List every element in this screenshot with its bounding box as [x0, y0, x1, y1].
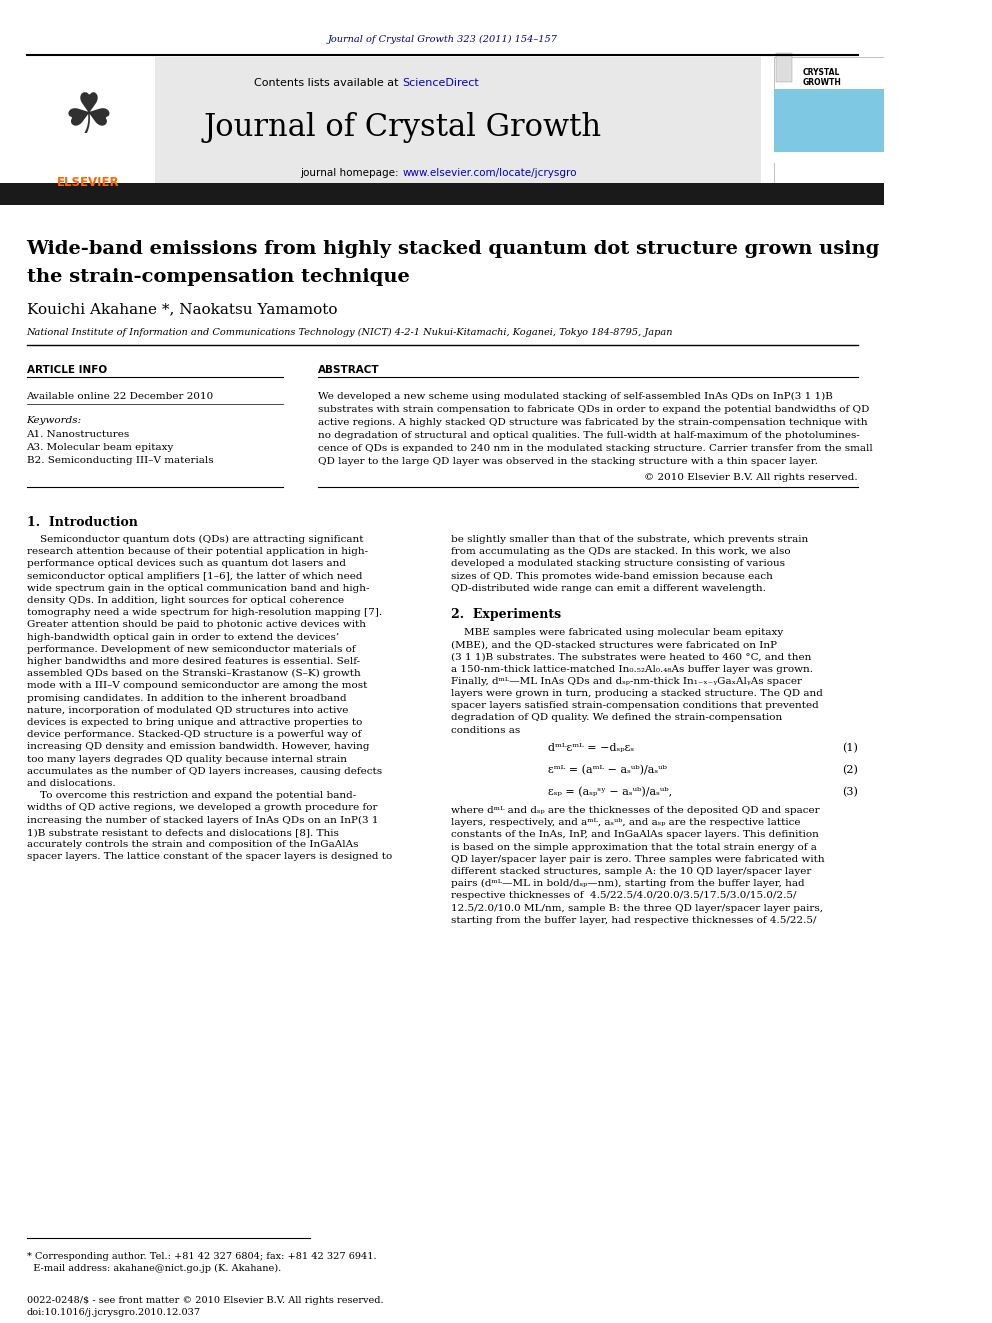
Text: pairs (dᵐᴸ—ML in bold/dₛₚ—nm), starting from the buffer layer, had: pairs (dᵐᴸ—ML in bold/dₛₚ—nm), starting … [451, 880, 805, 888]
Text: 2.  Experiments: 2. Experiments [451, 609, 561, 620]
Text: 12.5/2.0/10.0 ML/nm, sample B: the three QD layer/spacer layer pairs,: 12.5/2.0/10.0 ML/nm, sample B: the three… [451, 904, 823, 913]
Text: semiconductor optical amplifiers [1–6], the latter of which need: semiconductor optical amplifiers [1–6], … [27, 572, 362, 581]
Text: 1)B substrate resistant to defects and dislocations [8]. This: 1)B substrate resistant to defects and d… [27, 828, 338, 837]
Text: nature, incorporation of modulated QD structures into active: nature, incorporation of modulated QD st… [27, 705, 348, 714]
Text: sizes of QD. This promotes wide-band emission because each: sizes of QD. This promotes wide-band emi… [451, 572, 773, 581]
Text: is based on the simple approximation that the total strain energy of a: is based on the simple approximation tha… [451, 843, 816, 852]
Text: tomography need a wide spectrum for high-resolution mapping [7].: tomography need a wide spectrum for high… [27, 609, 382, 618]
Text: active regions. A highly stacked QD structure was fabricated by the strain-compe: active regions. A highly stacked QD stru… [318, 418, 868, 427]
Text: www.elsevier.com/locate/jcrysgro: www.elsevier.com/locate/jcrysgro [403, 168, 577, 179]
Text: high-bandwidth optical gain in order to extend the devices’: high-bandwidth optical gain in order to … [27, 632, 339, 642]
Text: (3): (3) [842, 787, 858, 798]
Text: dᵐᴸεᵐᴸ = −dₛₚεₛ: dᵐᴸεᵐᴸ = −dₛₚεₛ [549, 744, 635, 753]
Text: device performance. Stacked-QD structure is a powerful way of: device performance. Stacked-QD structure… [27, 730, 361, 740]
Text: performance optical devices such as quantum dot lasers and: performance optical devices such as quan… [27, 560, 345, 569]
Text: respective thicknesses of  4.5/22.5/4.0/20.0/3.5/17.5/3.0/15.0/2.5/: respective thicknesses of 4.5/22.5/4.0/2… [451, 892, 797, 901]
Text: no degradation of structural and optical qualities. The full-width at half-maxim: no degradation of structural and optical… [318, 431, 860, 441]
Text: too many layers degrades QD quality because internal strain: too many layers degrades QD quality beca… [27, 754, 346, 763]
Text: ELSEVIER: ELSEVIER [58, 176, 120, 188]
Text: Finally, dᵐᴸ—ML InAs QDs and dₛₚ-nm-thick In₁₋ₓ₋ᵧGaₓAlᵧAs spacer: Finally, dᵐᴸ—ML InAs QDs and dₛₚ-nm-thic… [451, 677, 802, 685]
Text: E-mail address: akahane@nict.go.jp (K. Akahane).: E-mail address: akahane@nict.go.jp (K. A… [27, 1263, 281, 1273]
Text: QD layer/spacer layer pair is zero. Three samples were fabricated with: QD layer/spacer layer pair is zero. Thre… [451, 855, 824, 864]
Text: starting from the buffer layer, had respective thicknesses of 4.5/22.5/: starting from the buffer layer, had resp… [451, 916, 816, 925]
Bar [27, 57, 155, 198]
Text: density QDs. In addition, light sources for optical coherence: density QDs. In addition, light sources … [27, 595, 343, 605]
Text: conditions as: conditions as [451, 725, 520, 734]
Bar [776, 53, 792, 82]
Text: Journal of Crystal Growth: Journal of Crystal Growth [203, 112, 601, 143]
Text: ARTICLE INFO: ARTICLE INFO [27, 365, 107, 374]
Text: (2): (2) [842, 765, 858, 775]
Text: substrates with strain compensation to fabricate QDs in order to expand the pote: substrates with strain compensation to f… [318, 405, 870, 414]
Text: mode with a III–V compound semiconductor are among the most: mode with a III–V compound semiconductor… [27, 681, 367, 691]
Text: layers, respectively, and aᵐᴸ, aₛᵘᵇ, and aₛₚ are the respective lattice: layers, respectively, and aᵐᴸ, aₛᵘᵇ, and… [451, 818, 801, 827]
Text: doi:10.1016/j.jcrysgro.2010.12.037: doi:10.1016/j.jcrysgro.2010.12.037 [27, 1308, 200, 1316]
Text: 1.  Introduction: 1. Introduction [27, 516, 138, 529]
Text: promising candidates. In addition to the inherent broadband: promising candidates. In addition to the… [27, 693, 346, 703]
Text: ABSTRACT: ABSTRACT [318, 365, 380, 374]
Text: Keywords:: Keywords: [27, 415, 81, 425]
Text: A3. Molecular beam epitaxy: A3. Molecular beam epitaxy [27, 443, 174, 452]
Text: increasing the number of stacked layers of InAs QDs on an InP(3 1: increasing the number of stacked layers … [27, 815, 378, 824]
Text: 0022-0248/$ - see front matter © 2010 Elsevier B.V. All rights reserved.: 0022-0248/$ - see front matter © 2010 El… [27, 1297, 383, 1304]
Text: research attention because of their potential application in high-: research attention because of their pote… [27, 548, 368, 556]
Text: (3 1 1)B substrates. The substrates were heated to 460 °C, and then: (3 1 1)B substrates. The substrates were… [451, 652, 811, 662]
Text: ScienceDirect: ScienceDirect [403, 78, 479, 89]
Text: εᵐᴸ = (aᵐᴸ − aₛᵘᵇ)/aₛᵘᵇ: εᵐᴸ = (aᵐᴸ − aₛᵘᵇ)/aₛᵘᵇ [549, 765, 668, 775]
Bar [155, 57, 761, 198]
Text: cence of QDs is expanded to 240 nm in the modulated stacking structure. Carrier : cence of QDs is expanded to 240 nm in th… [318, 445, 873, 452]
Text: * Corresponding author. Tel.: +81 42 327 6804; fax: +81 42 327 6941.: * Corresponding author. Tel.: +81 42 327… [27, 1252, 376, 1261]
Text: wide spectrum gain in the optical communication band and high-: wide spectrum gain in the optical commun… [27, 583, 369, 593]
Bar [774, 57, 884, 198]
Text: performance. Development of new semiconductor materials of: performance. Development of new semicond… [27, 644, 355, 654]
Text: accurately controls the strain and composition of the InGaAlAs: accurately controls the strain and compo… [27, 840, 358, 849]
Text: Semiconductor quantum dots (QDs) are attracting significant: Semiconductor quantum dots (QDs) are att… [27, 534, 363, 544]
Bar [774, 152, 884, 163]
Text: assembled QDs based on the Stranski–Krastanow (S–K) growth: assembled QDs based on the Stranski–Kras… [27, 669, 360, 679]
Text: © 2010 Elsevier B.V. All rights reserved.: © 2010 Elsevier B.V. All rights reserved… [644, 474, 858, 482]
Text: CRYSTAL
GROWTH: CRYSTAL GROWTH [803, 67, 842, 87]
Bar [0, 183, 884, 205]
Text: Wide-band emissions from highly stacked quantum dot structure grown using: Wide-band emissions from highly stacked … [27, 239, 880, 258]
Text: Contents lists available at: Contents lists available at [254, 78, 403, 89]
Text: spacer layers satisfied strain-compensation conditions that prevented: spacer layers satisfied strain-compensat… [451, 701, 818, 710]
Text: increasing QD density and emission bandwidth. However, having: increasing QD density and emission bandw… [27, 742, 369, 751]
Text: a 150-nm-thick lattice-matched In₀.₅₂Al₀.₄₈As buffer layer was grown.: a 150-nm-thick lattice-matched In₀.₅₂Al₀… [451, 664, 813, 673]
Text: Available online 22 December 2010: Available online 22 December 2010 [27, 392, 214, 401]
Text: Greater attention should be paid to photonic active devices with: Greater attention should be paid to phot… [27, 620, 365, 630]
Text: where dᵐᴸ and dₛₚ are the thicknesses of the deposited QD and spacer: where dᵐᴸ and dₛₚ are the thicknesses of… [451, 806, 819, 815]
Text: QD layer to the large QD layer was observed in the stacking structure with a thi: QD layer to the large QD layer was obser… [318, 456, 818, 466]
Text: We developed a new scheme using modulated stacking of self-assembled InAs QDs on: We developed a new scheme using modulate… [318, 392, 833, 401]
Text: QD-distributed wide range can emit a different wavelength.: QD-distributed wide range can emit a dif… [451, 583, 766, 593]
Text: layers were grown in turn, producing a stacked structure. The QD and: layers were grown in turn, producing a s… [451, 689, 823, 699]
Text: A1. Nanostructures: A1. Nanostructures [27, 430, 130, 439]
Text: devices is expected to bring unique and attractive properties to: devices is expected to bring unique and … [27, 718, 362, 728]
Text: constants of the InAs, InP, and InGaAlAs spacer layers. This definition: constants of the InAs, InP, and InGaAlAs… [451, 831, 819, 839]
Text: developed a modulated stacking structure consisting of various: developed a modulated stacking structure… [451, 560, 785, 569]
Text: (MBE), and the QD-stacked structures were fabricated on InP: (MBE), and the QD-stacked structures wer… [451, 640, 777, 650]
Text: Journal of Crystal Growth 323 (2011) 154–157: Journal of Crystal Growth 323 (2011) 154… [327, 34, 558, 44]
Text: To overcome this restriction and expand the potential band-: To overcome this restriction and expand … [27, 791, 356, 800]
Text: journal homepage:: journal homepage: [301, 168, 403, 179]
Text: ☘: ☘ [63, 91, 113, 146]
Text: from accumulating as the QDs are stacked. In this work, we also: from accumulating as the QDs are stacked… [451, 548, 791, 556]
Text: the strain-compensation technique: the strain-compensation technique [27, 269, 410, 286]
Text: B2. Semiconducting III–V materials: B2. Semiconducting III–V materials [27, 456, 213, 464]
Bar [774, 89, 884, 155]
Text: National Institute of Information and Communications Technology (NICT) 4-2-1 Nuk: National Institute of Information and Co… [27, 328, 673, 337]
Text: be slightly smaller than that of the substrate, which prevents strain: be slightly smaller than that of the sub… [451, 534, 808, 544]
Text: and dislocations.: and dislocations. [27, 779, 115, 789]
Text: εₛₚ = (aₛₚˢʸ − aₛᵘᵇ)/aₛᵘᵇ,: εₛₚ = (aₛₚˢʸ − aₛᵘᵇ)/aₛᵘᵇ, [549, 787, 673, 798]
Text: MBE samples were fabricated using molecular beam epitaxy: MBE samples were fabricated using molecu… [451, 628, 784, 636]
Text: (1): (1) [842, 744, 858, 753]
Text: degradation of QD quality. We defined the strain-compensation: degradation of QD quality. We defined th… [451, 713, 783, 722]
Text: accumulates as the number of QD layers increases, causing defects: accumulates as the number of QD layers i… [27, 767, 382, 775]
Text: higher bandwidths and more desired features is essential. Self-: higher bandwidths and more desired featu… [27, 658, 360, 665]
Text: widths of QD active regions, we developed a growth procedure for: widths of QD active regions, we develope… [27, 803, 377, 812]
Text: spacer layers. The lattice constant of the spacer layers is designed to: spacer layers. The lattice constant of t… [27, 852, 392, 861]
Text: different stacked structures, sample A: the 10 QD layer/spacer layer: different stacked structures, sample A: … [451, 867, 811, 876]
Text: Kouichi Akahane *, Naokatsu Yamamoto: Kouichi Akahane *, Naokatsu Yamamoto [27, 302, 337, 316]
